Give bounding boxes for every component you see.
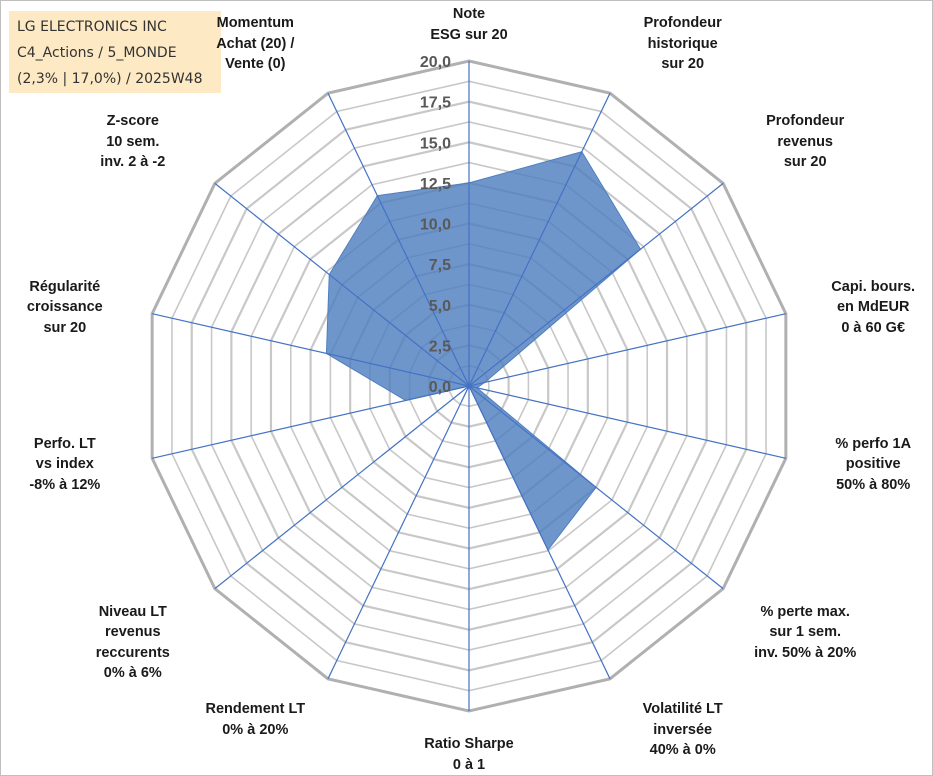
tick-label-6: 15,0 [420, 135, 451, 152]
axis-line-12 [214, 182, 470, 387]
axis-label-line: 0 à 1 [452, 756, 486, 773]
axis-label-line: Profondeur [643, 15, 722, 32]
tick-label-5: 12,5 [420, 176, 451, 193]
axis-label-line: ESG sur 20 [430, 26, 508, 43]
info-range-week: (2,3% | 17,0%) / 2025W48 [17, 71, 203, 87]
tick-label-2: 5,0 [429, 298, 451, 315]
axis-label-4: % perfo 1A positive 50% à 80% [798, 434, 932, 496]
axis-label-line: revenus [777, 133, 833, 150]
tick-label-7: 17,5 [420, 95, 451, 112]
axis-label-13: Momentum Achat (20) / Vente (0) [180, 13, 330, 75]
axis-label-line: positive [845, 456, 901, 473]
axis-label-line: 0 à 60 G€ [841, 319, 906, 336]
axis-label-6: Volatilité LT inversée 40% à 0% [608, 699, 758, 761]
axis-label-line: Note [452, 6, 486, 22]
axis-label-line: Vente (0) [225, 56, 286, 73]
axis-label-line: inversée [653, 721, 713, 738]
axis-line-8 [327, 385, 470, 680]
axis-label-10: Perfo. LT vs index -8% à 12% [1, 434, 140, 496]
axis-label-11: Régularité croissance sur 20 [1, 277, 140, 339]
axis-label-line: sur 20 [661, 56, 705, 73]
axis-label-line: % perfo 1A [835, 435, 912, 452]
series-area-0 [325, 151, 642, 551]
tick-label-3: 7,5 [429, 257, 451, 274]
axis-label-line: 0% à 6% [103, 665, 162, 681]
axis-label-line: Volatilité LT [642, 701, 723, 718]
axis-label-line: Profondeur [766, 113, 845, 129]
axis-label-line: historique [647, 35, 718, 52]
axis-label-line: 0% à 20% [222, 721, 289, 738]
axis-line-11 [152, 313, 470, 387]
axis-label-line: -8% à 12% [29, 476, 101, 493]
axis-label-0: Note ESG sur 20 [394, 4, 544, 45]
axis-label-3: Capi. bours. en MdEUR 0 à 60 G€ [798, 277, 932, 339]
axis-label-line: inv. 2 à -2 [100, 154, 166, 170]
axis-label-8: Rendement LT 0% à 20% [180, 699, 330, 740]
axis-label-2: Profondeur revenus sur 20 [730, 111, 880, 173]
axis-label-line: Capi. bours. [831, 278, 916, 295]
axis-label-line: Z-score [106, 113, 159, 129]
axis-label-line: sur 20 [43, 319, 87, 336]
tick-label-8: 20,0 [420, 54, 451, 71]
axis-label-line: 50% à 80% [836, 476, 911, 493]
axis-label-line: 40% à 0% [649, 742, 716, 759]
axis-label-12: Z-score 10 sem. inv. 2 à -2 [58, 111, 208, 173]
info-box: LG ELECTRONICS INC C4_Actions / 5_MONDE … [9, 11, 221, 93]
axis-label-line: 10 sem. [106, 133, 160, 150]
tick-label-1: 2,5 [429, 338, 451, 355]
axis-line-4 [468, 385, 786, 459]
tick-label-0: 0,0 [429, 379, 451, 396]
info-category: C4_Actions / 5_MONDE [17, 45, 177, 61]
axis-label-line: vs index [35, 456, 94, 473]
axis-label-line: sur 20 [783, 154, 827, 170]
axis-label-7: Ratio Sharpe 0 à 1 [394, 734, 544, 775]
axis-label-9: Niveau LT revenus reccurents 0% à 6% [58, 602, 208, 684]
axis-line-10 [152, 385, 470, 459]
axis-line-6 [468, 385, 611, 680]
axis-line-1 [468, 92, 611, 387]
axis-label-line: croissance [26, 299, 103, 316]
axis-line-2 [468, 182, 724, 387]
axis-label-line: Régularité [29, 278, 101, 295]
axis-label-line: Perfo. LT [33, 435, 96, 452]
axis-label-line: Rendement LT [205, 701, 306, 718]
radial-tick-labels: 0,0 2,5 5,0 7,5 10,0 12,5 15,0 17,5 20,0 [420, 54, 451, 396]
axis-label-line: inv. 50% à 20% [754, 644, 857, 661]
radar-axes [152, 61, 786, 711]
axis-label-line: revenus [104, 624, 161, 640]
axis-label-line: sur 1 sem. [769, 624, 842, 640]
axis-label-line: Achat (20) / [216, 35, 295, 52]
axis-line-13 [327, 92, 470, 387]
axis-label-line: Niveau LT [98, 603, 167, 620]
axis-line-5 [468, 385, 724, 590]
axis-line-3 [468, 313, 786, 387]
info-company-name: LG ELECTRONICS INC [17, 19, 167, 35]
axis-label-line: Momentum [216, 15, 294, 32]
axis-label-line: en MdEUR [836, 299, 910, 316]
axis-label-1: Profondeur historique sur 20 [608, 13, 758, 75]
axis-label-5: % perte max. sur 1 sem. inv. 50% à 20% [730, 602, 880, 664]
axis-label-line: reccurents [95, 644, 170, 661]
radar-series [325, 151, 642, 551]
axis-label-line: % perte max. [760, 603, 850, 620]
tick-label-4: 10,0 [420, 217, 451, 234]
axis-label-line: Ratio Sharpe [424, 736, 514, 752]
axis-line-9 [214, 385, 470, 590]
